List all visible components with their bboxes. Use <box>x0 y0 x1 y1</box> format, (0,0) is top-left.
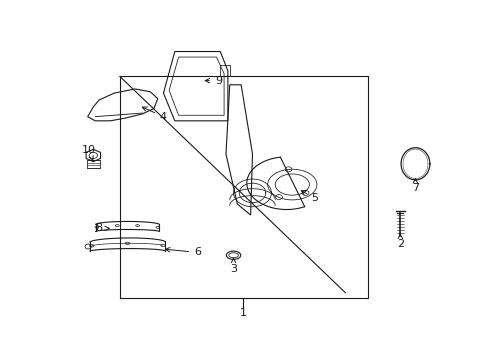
Text: 1: 1 <box>239 309 246 319</box>
Text: 9: 9 <box>205 76 222 86</box>
Text: 4: 4 <box>142 107 167 122</box>
Text: 3: 3 <box>229 258 237 274</box>
Text: 8: 8 <box>95 223 109 233</box>
Text: 10: 10 <box>81 145 95 161</box>
Text: 2: 2 <box>396 234 403 249</box>
Text: 7: 7 <box>411 179 418 193</box>
Text: 5: 5 <box>301 191 318 203</box>
Text: 6: 6 <box>165 247 201 257</box>
